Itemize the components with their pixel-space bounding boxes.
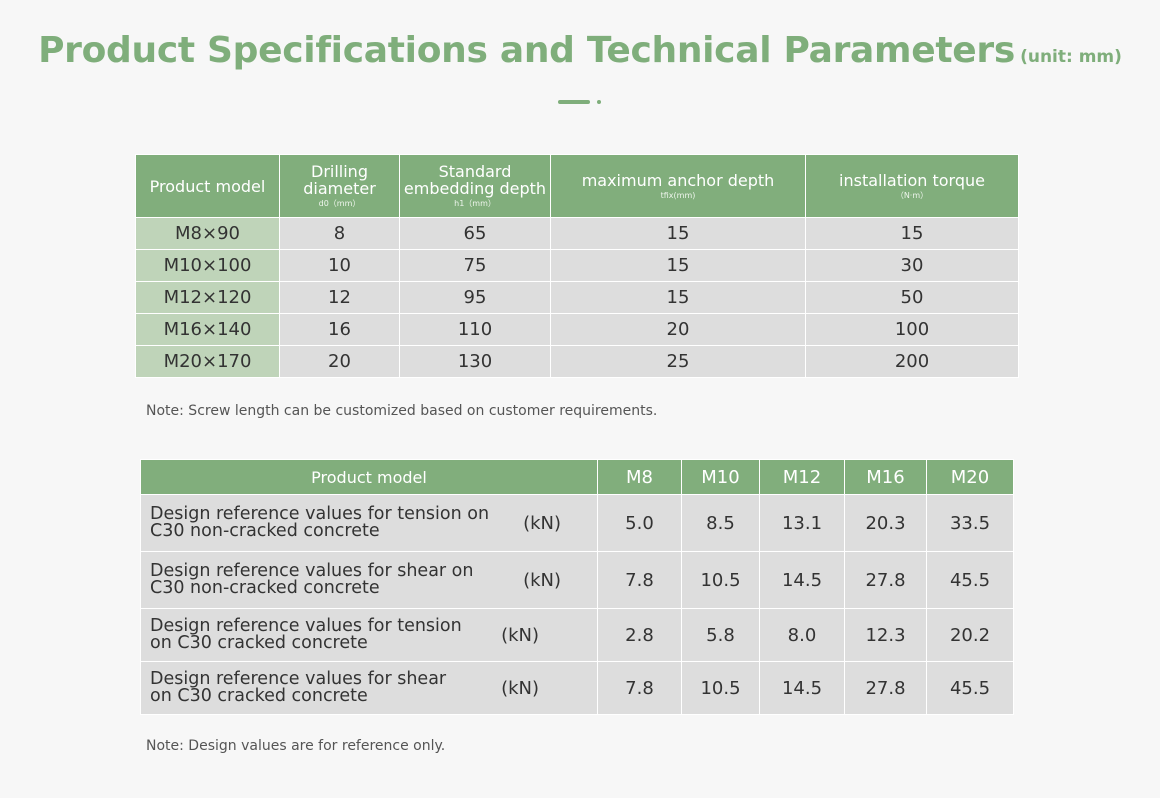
table-cell: 75 <box>399 249 551 282</box>
header-anchor-depth: maximum anchor depth tfix(mm) <box>550 154 806 218</box>
header-installation-torque: installation torque （N·m） <box>805 154 1019 218</box>
desc-line: Design reference values for shear <box>150 669 447 689</box>
table-cell: 10.5 <box>681 551 760 609</box>
row-description: Design reference values for tension on C3… <box>140 608 598 662</box>
table-cell: 100 <box>805 313 1019 346</box>
table-row: M16×140 16 110 20 100 <box>135 313 1019 346</box>
table-cell: 8.5 <box>681 494 760 552</box>
table-cell: 12.3 <box>844 608 927 662</box>
unit-label: (kN) <box>523 512 561 534</box>
header-model: M12 <box>759 459 845 495</box>
table-row: M8×90 8 65 15 15 <box>135 217 1019 250</box>
desc-line: Design reference values for shear on <box>150 561 474 581</box>
table-cell: 27.8 <box>844 551 927 609</box>
table-cell: 200 <box>805 345 1019 378</box>
table-row: Design reference values for tension on C3… <box>140 608 1014 662</box>
desc-line: on C30 cracked concrete <box>150 686 368 706</box>
header-sub: d0（mm） <box>318 199 361 208</box>
table-cell: 50 <box>805 281 1019 314</box>
strength-header-row: Product model M8 M10 M12 M16 M20 <box>140 459 1014 495</box>
table-cell: 14.5 <box>759 661 845 715</box>
header-model: M20 <box>926 459 1014 495</box>
desc-line: C30 non-cracked concrete <box>150 521 380 541</box>
header-embedding-depth: Standard embedding depth h1（mm） <box>399 154 551 218</box>
header-drilling-diameter: Drilling diameter d0（mm） <box>279 154 400 218</box>
table-cell: 13.1 <box>759 494 845 552</box>
row-description: Design reference values for tension on C3… <box>140 494 598 552</box>
row-description: Design reference values for shear on C30 … <box>140 661 598 715</box>
table-cell: 7.8 <box>597 551 682 609</box>
table-cell: 2.8 <box>597 608 682 662</box>
table-cell: 5.8 <box>681 608 760 662</box>
desc-line: Design reference values for tension on <box>150 504 490 524</box>
specification-table: Product model Drilling diameter d0（mm） St… <box>135 154 1019 378</box>
table-cell: 10 <box>279 249 400 282</box>
table-cell: 20 <box>279 345 400 378</box>
strength-table: Product model M8 M10 M12 M16 M20 Design … <box>140 459 1014 715</box>
header-sub: h1（mm） <box>454 199 496 208</box>
note-reference: Note: Design values are for reference on… <box>146 738 446 754</box>
table-cell: 25 <box>550 345 806 378</box>
table-cell: 45.5 <box>926 661 1014 715</box>
table-cell: 20.2 <box>926 608 1014 662</box>
spec-header-row: Product model Drilling diameter d0（mm） St… <box>135 154 1019 218</box>
table-cell: 7.8 <box>597 661 682 715</box>
page-heading: Product Specifications and Technical Par… <box>0 30 1160 71</box>
table-cell: 20 <box>550 313 806 346</box>
note-customization: Note: Screw length can be customized bas… <box>146 403 658 419</box>
model-cell: M16×140 <box>135 313 280 346</box>
header-product-model: Product model <box>140 459 598 495</box>
header-model: M16 <box>844 459 927 495</box>
unit-label: (unit: mm) <box>1020 47 1122 67</box>
table-cell: 20.3 <box>844 494 927 552</box>
desc-line: C30 non-cracked concrete <box>150 578 380 598</box>
table-row: M20×170 20 130 25 200 <box>135 345 1019 378</box>
model-cell: M12×120 <box>135 281 280 314</box>
table-row: Design reference values for shear on C30 … <box>140 661 1014 715</box>
page-title: Product Specifications and Technical Par… <box>38 30 1015 71</box>
table-row: M10×100 10 75 15 30 <box>135 249 1019 282</box>
table-cell: 15 <box>550 249 806 282</box>
table-cell: 10.5 <box>681 661 760 715</box>
row-description: Design reference values for shear on C30 … <box>140 551 598 609</box>
header-model: M8 <box>597 459 682 495</box>
table-cell: 8 <box>279 217 400 250</box>
title-divider-dot <box>597 100 601 104</box>
table-cell: 30 <box>805 249 1019 282</box>
table-cell: 12 <box>279 281 400 314</box>
table-row: M12×120 12 95 15 50 <box>135 281 1019 314</box>
table-cell: 15 <box>805 217 1019 250</box>
table-cell: 130 <box>399 345 551 378</box>
table-cell: 5.0 <box>597 494 682 552</box>
unit-label: (kN) <box>523 569 561 591</box>
model-cell: M20×170 <box>135 345 280 378</box>
model-cell: M10×100 <box>135 249 280 282</box>
table-cell: 14.5 <box>759 551 845 609</box>
unit-label: (kN) <box>501 624 539 646</box>
table-cell: 65 <box>399 217 551 250</box>
model-cell: M8×90 <box>135 217 280 250</box>
header-product-model: Product model <box>135 154 280 218</box>
table-cell: 33.5 <box>926 494 1014 552</box>
desc-line: on C30 cracked concrete <box>150 633 368 653</box>
table-cell: 15 <box>550 217 806 250</box>
table-cell: 15 <box>550 281 806 314</box>
unit-label: (kN) <box>501 677 539 699</box>
table-cell: 110 <box>399 313 551 346</box>
table-cell: 27.8 <box>844 661 927 715</box>
table-cell: 45.5 <box>926 551 1014 609</box>
title-divider <box>558 100 590 104</box>
desc-line: Design reference values for tension <box>150 616 462 636</box>
table-cell: 95 <box>399 281 551 314</box>
table-cell: 8.0 <box>759 608 845 662</box>
header-sub: tfix(mm) <box>660 190 696 200</box>
table-cell: 16 <box>279 313 400 346</box>
header-sub: （N·m） <box>895 190 929 200</box>
table-row: Design reference values for tension on C3… <box>140 494 1014 552</box>
header-model: M10 <box>681 459 760 495</box>
table-row: Design reference values for shear on C30 … <box>140 551 1014 609</box>
